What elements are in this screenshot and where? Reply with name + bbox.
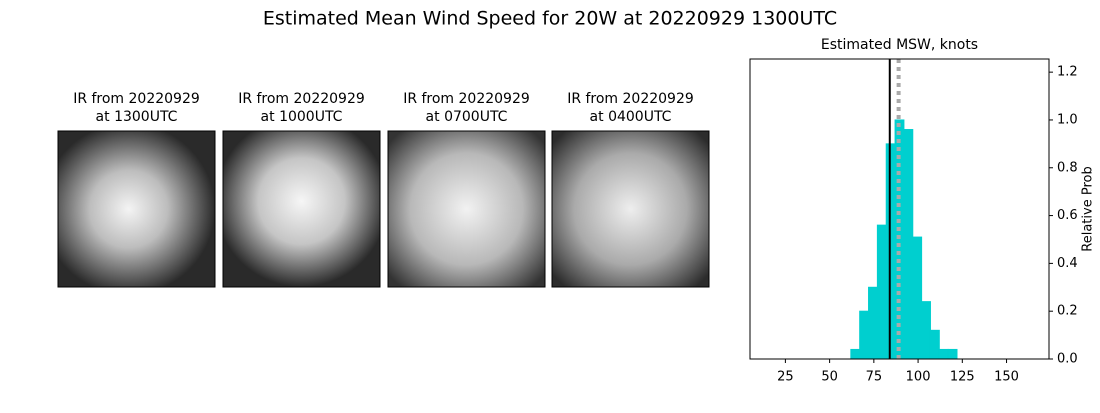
y-tick-label: 0.6 (1057, 208, 1078, 223)
bar (868, 286, 878, 360)
y-tick-label: 1.0 (1057, 112, 1078, 127)
bar (929, 329, 940, 360)
bar (912, 236, 923, 360)
y-tick-label: 1.2 (1057, 65, 1078, 80)
bar (938, 348, 949, 360)
panel-title: at 0400UTC (590, 109, 672, 125)
panel-title: IR from 20220929 (73, 91, 200, 107)
panel-title: IR from 20220929 (238, 91, 365, 107)
bar (903, 129, 914, 360)
panel-title: at 0700UTC (426, 109, 508, 125)
bar (859, 310, 870, 360)
bar (850, 348, 861, 360)
x-tick-label: 125 (950, 370, 975, 385)
plot-frame (749, 58, 1050, 360)
panel-title: IR from 20220929 (567, 91, 694, 107)
x-tick-label: 25 (777, 370, 794, 385)
ir-panel (57, 130, 710, 288)
panel-title: IR from 20220929 (403, 91, 530, 107)
x-tick-label: 75 (866, 370, 883, 385)
y-tick-label: 0.4 (1057, 256, 1078, 271)
chart-title: Estimated MSW, knots (821, 37, 978, 53)
bar (947, 348, 958, 360)
y-axis-label: Relative Prob (1081, 166, 1096, 251)
bar (921, 301, 931, 360)
x-tick-label: 150 (994, 370, 1019, 385)
y-tick-label: 0.2 (1057, 304, 1078, 319)
y-tick-label: 0.8 (1057, 160, 1078, 175)
figure-title: Estimated Mean Wind Speed for 20W at 202… (263, 8, 837, 30)
bar (876, 224, 887, 360)
x-tick-label: 50 (821, 370, 838, 385)
x-tick-label: 100 (906, 370, 931, 385)
panel-title: at 1000UTC (261, 109, 343, 125)
y-tick-label: 0.0 (1057, 352, 1078, 367)
panel-title: at 1300UTC (96, 109, 178, 125)
